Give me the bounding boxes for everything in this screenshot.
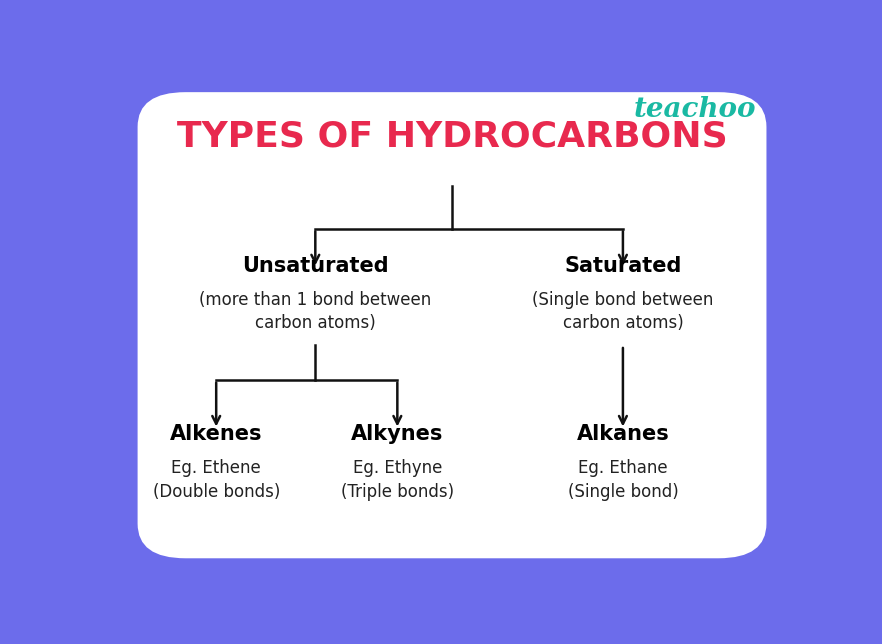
Text: Eg. Ethyne
(Triple bonds): Eg. Ethyne (Triple bonds) — [340, 459, 454, 500]
Text: Eg. Ethane
(Single bond): Eg. Ethane (Single bond) — [567, 459, 678, 500]
Text: teachoo: teachoo — [633, 96, 756, 123]
Text: Saturated: Saturated — [564, 256, 682, 276]
Text: Alkenes: Alkenes — [170, 424, 263, 444]
Text: Eg. Ethene
(Double bonds): Eg. Ethene (Double bonds) — [153, 459, 280, 500]
Text: Alkynes: Alkynes — [351, 424, 444, 444]
Text: TYPES OF HYDROCARBONS: TYPES OF HYDROCARBONS — [176, 120, 728, 154]
Text: (more than 1 bond between
carbon atoms): (more than 1 bond between carbon atoms) — [199, 290, 431, 332]
FancyBboxPatch shape — [138, 92, 766, 558]
Text: Unsaturated: Unsaturated — [242, 256, 389, 276]
Text: (Single bond between
carbon atoms): (Single bond between carbon atoms) — [532, 290, 714, 332]
Text: Alkanes: Alkanes — [577, 424, 669, 444]
